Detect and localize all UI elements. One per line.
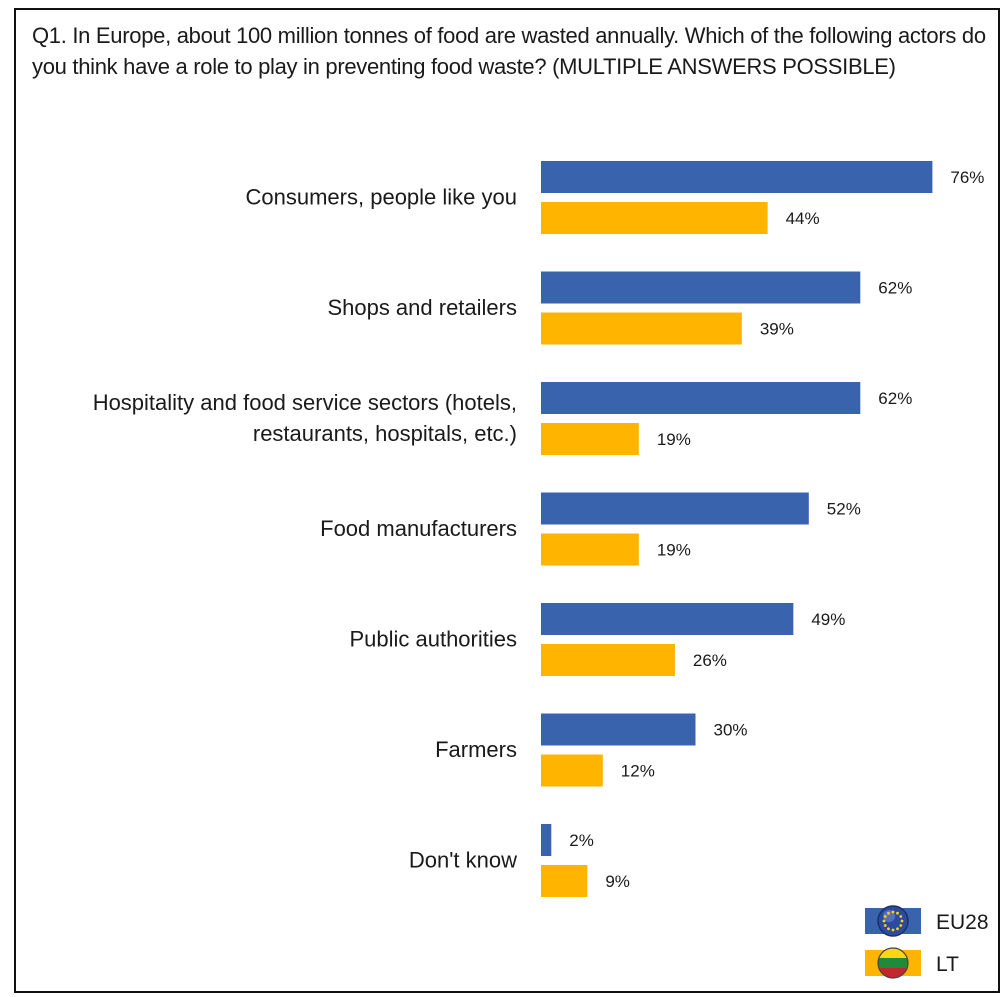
lt-bar [541, 865, 588, 897]
eu28-value-label: 30% [714, 721, 748, 740]
eu28-value-label: 49% [811, 610, 845, 629]
lt-bar [541, 644, 675, 676]
lt-bar [541, 312, 742, 345]
eu28-value-label: 52% [827, 500, 861, 519]
category-group: Food manufacturers 52% 19% [320, 492, 861, 566]
category-group: Shops and retailers 62% 39% [327, 271, 912, 345]
legend-item-eu28: EU28 [865, 905, 989, 937]
category-label: Farmers [435, 737, 517, 762]
eu28-bar [541, 271, 861, 304]
eu28-value-label: 62% [878, 279, 912, 298]
lt-bar [541, 533, 639, 566]
category-group: Public authorities 49% 26% [349, 603, 845, 676]
category-group: Don't know 2% 9% [409, 824, 630, 897]
category-label: Don't know [409, 848, 517, 873]
eu28-bar [541, 824, 552, 856]
category-label: Food manufacturers [320, 516, 517, 541]
eu28-bar [541, 492, 809, 525]
legend: EU28 LT [865, 905, 989, 979]
lt-bar [541, 423, 639, 455]
lt-bar [541, 754, 603, 787]
lt-value-label: 9% [605, 872, 630, 891]
lt-value-label: 44% [786, 209, 820, 228]
category-group: Hospitality and food service sectors (ho… [93, 382, 912, 455]
lt-bar [541, 202, 768, 234]
lt-value-label: 19% [657, 541, 691, 560]
lt-value-label: 26% [693, 651, 727, 670]
eu-flag-icon [877, 905, 909, 937]
bars-group: Consumers, people like you 76% 44% Shops an… [93, 161, 984, 897]
category-label: Shops and retailers [327, 295, 517, 320]
category-label: Hospitality and food service sectors (ho… [93, 390, 517, 415]
category-group: Farmers 30% 12% [435, 713, 748, 787]
lt-value-label: 39% [760, 320, 794, 339]
eu28-bar [541, 161, 933, 193]
eu28-bar [541, 603, 794, 635]
lt-value-label: 19% [657, 430, 691, 449]
legend-label: LT [936, 953, 959, 976]
eu28-bar [541, 713, 696, 746]
legend-item-lt: LT [865, 947, 959, 979]
lt-value-label: 12% [621, 762, 655, 781]
eu28-value-label: 2% [569, 831, 594, 850]
question-text: Q1. In Europe, about 100 million tonnes … [32, 23, 986, 79]
category-group: Consumers, people like you 76% 44% [246, 161, 984, 234]
category-label: restaurants, hospitals, etc.) [253, 421, 517, 446]
eu28-value-label: 76% [950, 168, 984, 187]
category-label: Public authorities [349, 627, 517, 652]
legend-label: EU28 [936, 911, 989, 934]
category-label: Consumers, people like you [246, 185, 517, 210]
eu28-bar [541, 382, 861, 414]
eu28-value-label: 62% [878, 389, 912, 408]
lithuania-flag-icon [877, 947, 909, 979]
